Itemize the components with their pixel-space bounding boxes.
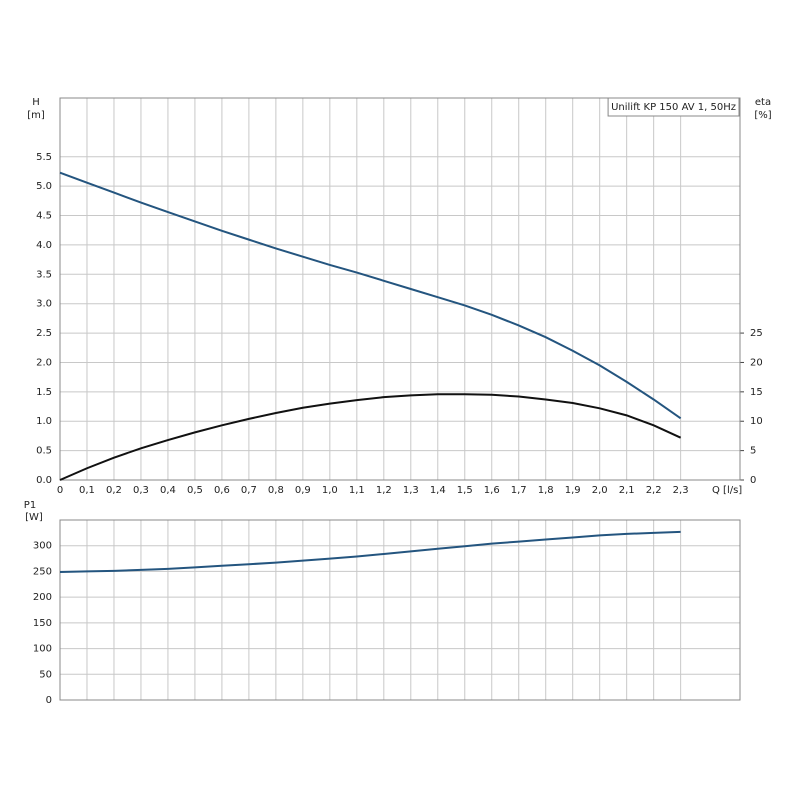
y-tick-label: 250 [33,566,52,577]
x-tick-label: 1,6 [484,485,500,496]
y-tick-label: 0 [46,695,52,706]
model-label-box [607,97,740,117]
y2-tick-label: 5 [750,446,756,457]
x-tick-label: 1,4 [430,485,446,496]
y-tick-label: 4.0 [36,240,52,251]
y-tick-label: 1.0 [36,416,52,427]
y2-tick-label: 0 [750,475,756,486]
y-tick-label: 4.5 [36,211,52,222]
x-tick-label: 1,5 [457,485,473,496]
x-tick-label: 0,4 [160,485,176,496]
x-tick-label: 1,8 [538,485,554,496]
y-tick-label: 300 [33,541,52,552]
y-tick-label: 50 [39,669,52,680]
y-unit: [m] [27,110,45,121]
y2-label: eta [755,97,771,108]
x-tick-label: 0 [57,485,63,496]
x-tick-label: 0,8 [268,485,284,496]
x-tick-label: 2,2 [646,485,662,496]
x-tick-label: 2,3 [673,485,689,496]
x-tick-label: 0,9 [295,485,311,496]
x-tick-label: 0,5 [187,485,203,496]
curve [59,171,682,420]
y2-tick-label: 15 [750,387,763,398]
y-tick-label: 100 [33,644,52,655]
y-tick-label: 1.5 [36,387,52,398]
y-tick-label: 3.0 [36,299,52,310]
x-tick-label: 1,9 [565,485,581,496]
y2-unit: [%] [754,110,771,121]
plot-frame [59,97,741,481]
curve [59,530,681,573]
y-tick-label: 5.5 [36,152,52,163]
x-tick-label: 1,2 [376,485,392,496]
curve [59,393,682,481]
y2-tick-label: 20 [750,357,763,368]
plot-frame [59,519,741,701]
x-tick-label: 2,0 [592,485,608,496]
x-tick-label: 1,0 [322,485,338,496]
x-tick-label: 0,7 [241,485,257,496]
y2-tick-label: 25 [750,328,763,339]
y-tick-label: 2.0 [36,357,52,368]
y-tick-label: 5.0 [36,181,52,192]
x-tick-label: 0,1 [79,485,95,496]
x-tick-label: 1,3 [403,485,419,496]
y-tick-label: 2.5 [36,328,52,339]
y-tick-label: 0.0 [36,475,52,486]
x-tick-label: 1,1 [349,485,365,496]
y-label: P1 [24,500,36,511]
y-unit: [W] [25,512,43,523]
x-tick-label: 0,3 [133,485,149,496]
y2-tick-label: 10 [750,416,763,427]
y-tick-label: 150 [33,618,52,629]
model-label: Unilift KP 150 AV 1, 50Hz [611,102,736,113]
x-tick-label: 0,6 [214,485,230,496]
y-label: H [32,97,40,108]
x-tick-label: 0,2 [106,485,122,496]
y-tick-label: 3.5 [36,269,52,280]
x-tick-label: 2,1 [619,485,635,496]
y-tick-label: 0.5 [36,446,52,457]
x-label: Q [l/s] [712,485,742,496]
x-tick-label: 1,7 [511,485,527,496]
y-tick-label: 200 [33,592,52,603]
